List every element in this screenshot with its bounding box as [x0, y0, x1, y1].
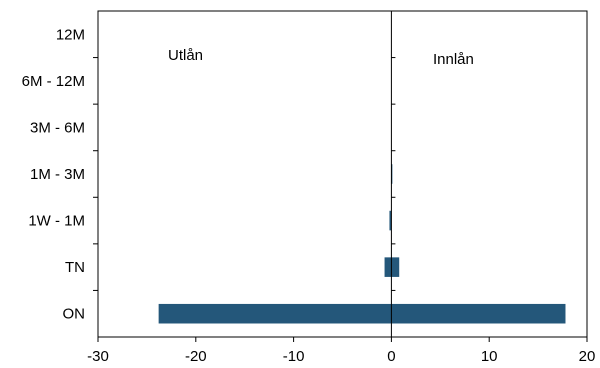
y-category-label-3: 1M - 3M — [30, 166, 85, 183]
x-tick-label-1: -20 — [185, 348, 207, 365]
x-tick-label-2: -10 — [283, 348, 305, 365]
annotation-utlan: Utlån — [168, 47, 203, 64]
x-tick-label-5: 20 — [579, 348, 596, 365]
y-axis-tick-labels: 12M 6M - 12M 3M - 6M 1M - 3M 1W - 1M TN ON — [22, 26, 85, 322]
bar-right-5 — [391, 257, 400, 277]
x-tick-label-3: 0 — [387, 348, 395, 365]
bar-left-6 — [158, 303, 392, 324]
x-axis-tick-labels: -30 -20 -10 0 10 20 — [87, 348, 595, 365]
plot-frame — [97, 10, 588, 338]
y-category-label-0: 12M — [56, 26, 85, 43]
y-category-label-5: TN — [65, 259, 85, 276]
y-category-label-2: 3M - 6M — [30, 119, 85, 136]
y-category-label-6: ON — [63, 306, 86, 323]
x-tick-label-4: 10 — [481, 348, 498, 365]
axis-ticks — [93, 57, 588, 342]
bars-layer — [158, 164, 566, 324]
y-category-label-4: 1W - 1M — [28, 213, 85, 230]
y-category-label-1: 6M - 12M — [22, 73, 85, 90]
bar-right-6 — [391, 303, 566, 324]
bar-left-5 — [384, 257, 392, 277]
annotation-innlan: Innlån — [433, 51, 474, 68]
bar-left-4 — [389, 210, 392, 231]
x-tick-label-0: -30 — [87, 348, 109, 365]
